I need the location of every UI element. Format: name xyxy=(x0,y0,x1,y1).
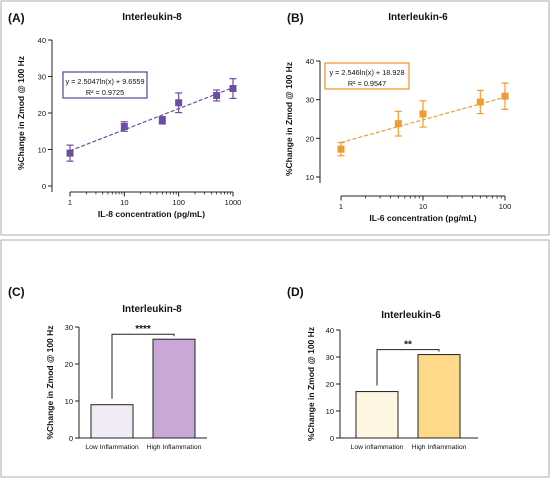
y-axis-label: %Change in Zmod @ 100 Hz xyxy=(45,325,55,439)
x-tick-label: Low Inflammation xyxy=(85,444,138,451)
y-tick-label: 30 xyxy=(38,73,46,82)
x-tick-label: 10 xyxy=(120,198,128,207)
x-tick-label: High Inflammation xyxy=(147,444,202,451)
x-tick-label: High Inflammation xyxy=(412,444,467,451)
x-tick-label: 1000 xyxy=(225,198,242,207)
panel-label: (A) xyxy=(8,11,25,25)
fit-line xyxy=(69,87,234,152)
data-point xyxy=(501,92,509,100)
bar xyxy=(90,404,134,439)
y-axis-label: %Change in Zmod @ 100 Hz xyxy=(284,62,294,176)
x-axis-label: IL-8 concentration (pg/mL) xyxy=(98,209,205,219)
panel-d-bar-chart: (D) Interleukin-6 0 10 20 30 40 %Change in Zmod… xyxy=(287,285,478,451)
data-point xyxy=(419,110,427,118)
data-point xyxy=(476,98,484,106)
y-tick-label: 40 xyxy=(38,36,46,45)
y-tick-label: 30 xyxy=(306,96,314,105)
y-tick-label: 40 xyxy=(326,326,334,335)
panel-label: (C) xyxy=(8,285,25,299)
fit-equation: y = 2.546ln(x) + 18.928 xyxy=(329,68,404,77)
panel-label: (B) xyxy=(287,11,304,25)
panel-b-line-chart: (B) Interleukin-6 10 20 30 40 1 10 100 IL-6 conce… xyxy=(284,11,511,223)
bar xyxy=(355,391,399,439)
chart-title: Interleukin-8 xyxy=(122,304,182,315)
bar xyxy=(152,338,196,439)
panel-a-line-chart: (A) Interleukin-8 0 10 20 30 40 1 10 100 1000 IL-8 … xyxy=(8,11,241,219)
fit-r-squared: R² = 0.9547 xyxy=(348,79,386,88)
y-tick-label: 10 xyxy=(38,146,46,155)
x-axis-label: IL-6 concentration (pg/mL) xyxy=(369,213,476,223)
panel-c-bar-chart: (C) Interleukin-8 0 10 20 30 %Change in Zmod @… xyxy=(8,285,207,451)
x-tick-label: 10 xyxy=(419,202,427,211)
data-point xyxy=(394,120,402,128)
y-tick-label: 20 xyxy=(326,380,334,389)
data-point xyxy=(337,145,345,153)
chart-title: Interleukin-6 xyxy=(388,12,448,23)
fit-r-squared: R² = 0.9725 xyxy=(86,88,124,97)
x-tick-label: 1 xyxy=(339,202,343,211)
data-point xyxy=(158,116,166,124)
significance-bracket xyxy=(111,333,175,399)
significance-bracket xyxy=(376,349,440,386)
fit-equation: y = 2.5047ln(x) + 9.6559 xyxy=(65,77,144,86)
chart-title: Interleukin-8 xyxy=(122,12,182,23)
significance-stars: ** xyxy=(404,340,412,351)
y-tick-label: 0 xyxy=(330,434,334,443)
significance-stars: **** xyxy=(135,324,151,335)
y-axis-label: %Change in Zmod @ 100 Hz xyxy=(306,327,316,441)
y-tick-label: 10 xyxy=(326,407,334,416)
x-tick-label: 100 xyxy=(499,202,512,211)
bar xyxy=(417,354,461,439)
y-tick-label: 20 xyxy=(306,134,314,143)
data-point xyxy=(213,91,221,99)
data-point xyxy=(120,123,128,131)
data-point xyxy=(229,85,237,93)
y-axis-label: %Change in Zmod @ 100 Hz xyxy=(16,56,26,170)
data-point xyxy=(175,99,183,107)
y-tick-label: 10 xyxy=(65,397,73,406)
data-point xyxy=(66,149,74,157)
y-tick-label: 40 xyxy=(306,57,314,66)
y-tick-label: 30 xyxy=(326,353,334,362)
y-tick-label: 0 xyxy=(42,182,46,191)
x-tick-label: Low inflammation xyxy=(351,444,404,451)
y-tick-label: 0 xyxy=(69,434,73,443)
y-tick-label: 10 xyxy=(306,173,314,182)
fit-annotation-box xyxy=(324,62,410,90)
fit-annotation-box xyxy=(62,71,148,99)
top-panel-frame xyxy=(0,0,550,236)
y-tick-label: 30 xyxy=(65,323,73,332)
y-tick-label: 20 xyxy=(38,109,46,118)
bottom-panel-frame xyxy=(0,239,550,478)
y-tick-label: 20 xyxy=(65,360,73,369)
chart-title: Interleukin-6 xyxy=(381,310,441,321)
x-tick-label: 100 xyxy=(172,198,185,207)
panel-label: (D) xyxy=(287,285,304,299)
x-tick-label: 1 xyxy=(68,198,72,207)
